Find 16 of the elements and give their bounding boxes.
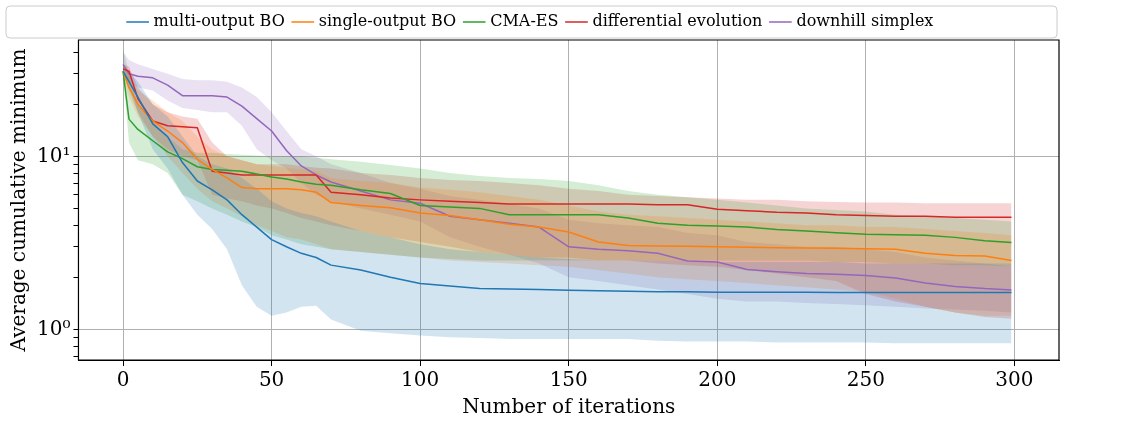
x-tick-label: 100: [401, 367, 440, 392]
x-tick-label: 300: [995, 367, 1034, 392]
legend-label: single-output BO: [318, 11, 457, 31]
x-tick-label: 150: [549, 367, 588, 392]
legend-label: multi-output BO: [153, 11, 285, 31]
legend-label: downhill simplex: [796, 11, 934, 31]
x-tick-label: 250: [846, 367, 885, 392]
legend-label: CMA-ES: [490, 11, 559, 31]
y-tick-label: 10¹: [37, 142, 71, 167]
x-axis-title: Number of iterations: [462, 394, 676, 419]
y-tick-label: 10⁰: [37, 315, 71, 340]
legend-label: differential evolution: [592, 11, 763, 31]
y-axis-title: Average cumulative minimum: [6, 48, 31, 353]
x-tick-label: 0: [116, 367, 130, 392]
x-tick-label: 50: [258, 367, 285, 392]
x-tick-label: 200: [698, 367, 737, 392]
